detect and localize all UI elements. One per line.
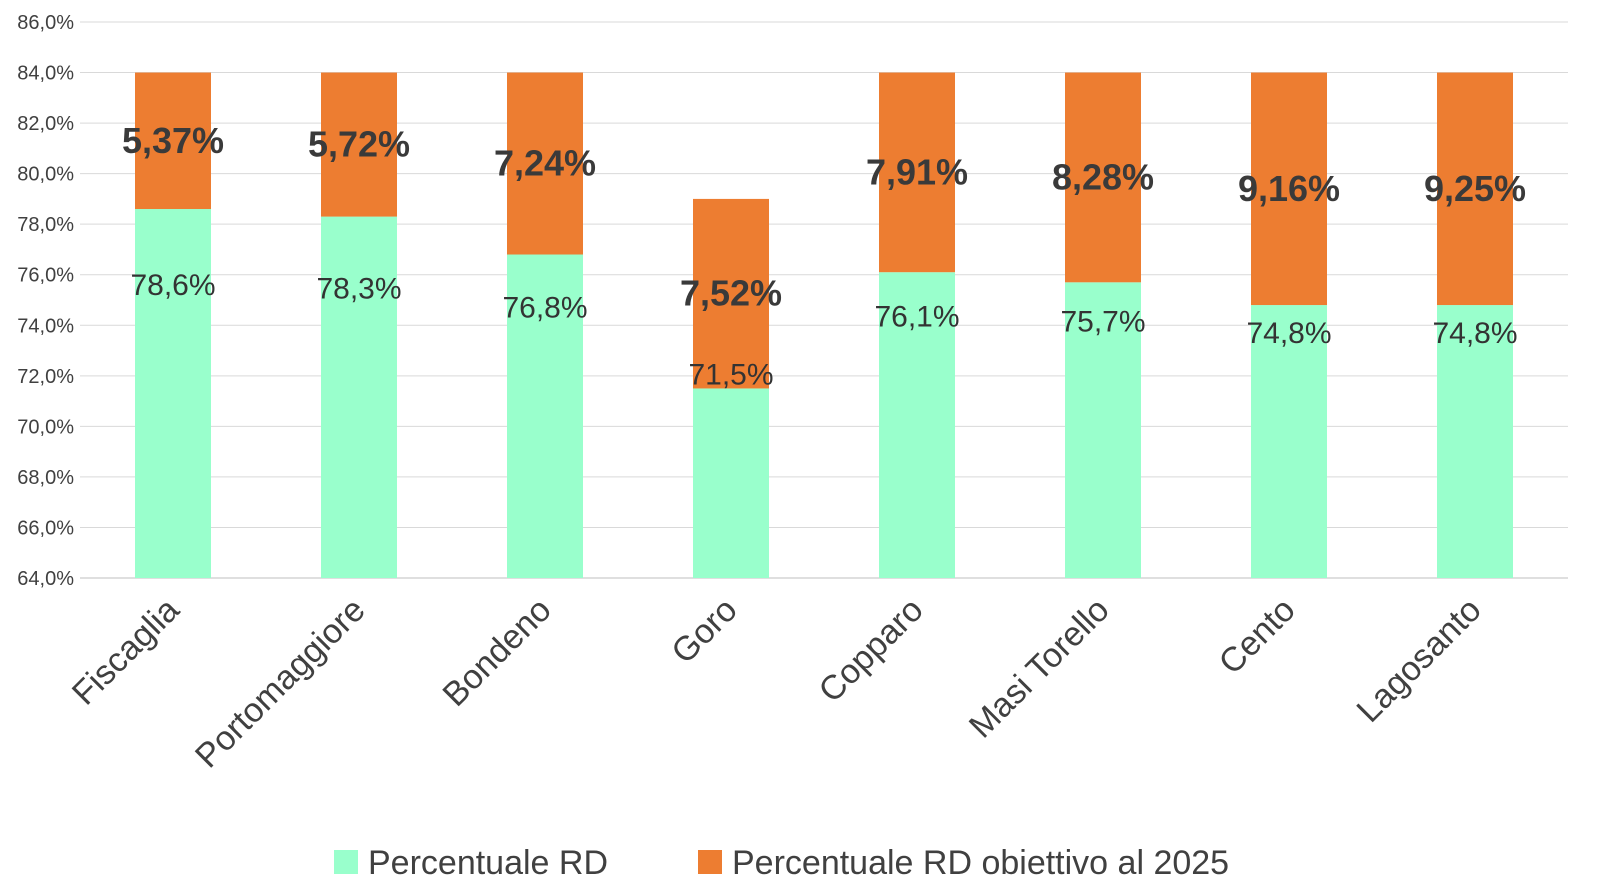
data-label-percentuale-rd: 78,3%: [316, 273, 401, 306]
data-label-obiettivo: 7,24%: [494, 143, 596, 184]
bar-percentuale-rd: [693, 388, 769, 578]
legend-swatch-obiettivo: [698, 850, 722, 874]
bar-percentuale-rd-obiettivo: [879, 72, 955, 273]
y-tick-label: 84,0%: [17, 63, 74, 85]
data-label-percentuale-rd: 71,5%: [688, 359, 773, 392]
data-labels: 78,6% 5,37% 78,3% 5,72% 76,8% 7,24% 71,5% 7,52%…: [122, 120, 1526, 392]
bar-percentuale-rd: [1065, 282, 1141, 578]
bars: [135, 72, 1513, 578]
bar-percentuale-rd-obiettivo: [507, 72, 583, 255]
bar-percentuale-rd-obiettivo: [1251, 72, 1327, 306]
data-label-obiettivo: 7,52%: [680, 273, 782, 314]
data-label-percentuale-rd: 75,7%: [1060, 306, 1145, 339]
bar-percentuale-rd: [1251, 305, 1327, 578]
y-tick-label: 86,0%: [17, 12, 74, 34]
data-label-percentuale-rd: 74,8%: [1432, 317, 1517, 350]
bar-percentuale-rd-obiettivo: [321, 72, 397, 217]
y-tick-label: 72,0%: [17, 366, 74, 388]
bar-percentuale-rd: [507, 254, 583, 578]
data-label-obiettivo: 7,91%: [866, 151, 968, 192]
data-label-obiettivo: 5,72%: [308, 124, 410, 165]
y-tick-label: 80,0%: [17, 164, 74, 186]
bar-percentuale-rd: [135, 209, 211, 578]
y-tick-label: 82,0%: [17, 113, 74, 135]
legend-swatch-percentuale-rd: [334, 850, 358, 874]
legend: Percentuale RD Percentuale RD obiettivo a…: [334, 844, 1229, 882]
data-label-obiettivo: 9,16%: [1238, 168, 1340, 209]
bar-percentuale-rd-obiettivo: [1065, 72, 1141, 283]
data-label-obiettivo: 8,28%: [1052, 156, 1154, 197]
x-category-label: Fiscaglia: [65, 591, 187, 713]
x-category-label: Lagosanto: [1349, 591, 1488, 730]
legend-label-percentuale-rd: Percentuale RD: [368, 844, 608, 882]
y-tick-label: 70,0%: [17, 416, 74, 438]
data-label-percentuale-rd: 74,8%: [1246, 317, 1331, 350]
x-category-label: Portomaggiore: [188, 591, 373, 776]
gridlines: [80, 21, 1568, 579]
data-label-percentuale-rd: 76,8%: [502, 292, 587, 325]
y-tick-label: 68,0%: [17, 467, 74, 489]
bar-percentuale-rd: [879, 272, 955, 578]
bar-percentuale-rd-obiettivo: [135, 72, 211, 210]
x-category-label: Copparo: [812, 591, 931, 710]
bar-percentuale-rd: [1437, 305, 1513, 578]
y-tick-label: 64,0%: [17, 568, 74, 590]
data-label-obiettivo: 9,25%: [1424, 168, 1526, 209]
bar-percentuale-rd-obiettivo: [693, 198, 769, 389]
x-category-label: Goro: [664, 591, 744, 671]
legend-label-obiettivo: Percentuale RD obiettivo al 2025: [732, 844, 1229, 882]
y-axis-ticks: 64,0% 66,0% 68,0% 70,0% 72,0% 74,0% 76,0% 78,0%…: [17, 12, 74, 590]
bar-percentuale-rd-obiettivo: [1437, 72, 1513, 306]
x-category-label: Masi Torello: [962, 591, 1117, 746]
data-label-obiettivo: 5,37%: [122, 120, 224, 161]
data-label-percentuale-rd: 76,1%: [874, 301, 959, 334]
bar-percentuale-rd: [321, 216, 397, 578]
y-tick-label: 78,0%: [17, 214, 74, 236]
x-category-label: Cento: [1212, 591, 1303, 682]
y-tick-label: 74,0%: [17, 315, 74, 337]
y-tick-label: 66,0%: [17, 517, 74, 539]
x-category-label: Bondeno: [436, 591, 559, 714]
x-axis-labels: Fiscaglia Portomaggiore Bondeno Goro Copparo…: [65, 591, 1489, 776]
y-tick-label: 76,0%: [17, 265, 74, 287]
data-label-percentuale-rd: 78,6%: [130, 269, 215, 302]
